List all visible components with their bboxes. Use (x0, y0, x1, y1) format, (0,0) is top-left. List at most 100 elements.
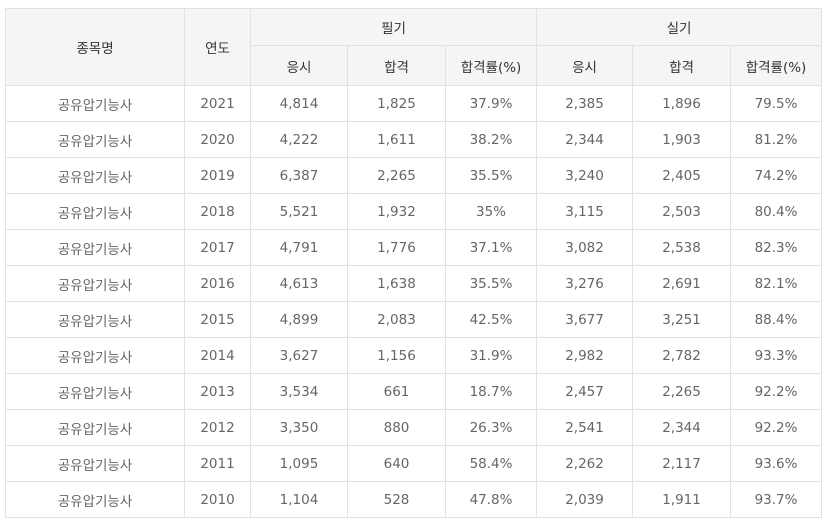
cell-written-passed: 2,265 (347, 157, 446, 194)
cell-practical-applicants: 3,677 (536, 301, 634, 338)
table-row: 공유압기능사 2021 4,814 1,825 37.9% 2,385 1,896 79.5% (5, 85, 823, 122)
header-written-applicants: 응시 (250, 45, 348, 86)
table-row: 공유압기능사 2015 4,899 2,083 42.5% 3,677 3,251 88.4% (5, 301, 823, 338)
cell-practical-passed: 2,503 (632, 193, 732, 230)
cell-practical-pass-rate: 80.4% (730, 193, 823, 230)
cell-practical-applicants: 2,262 (536, 445, 634, 482)
cell-written-passed: 1,776 (347, 229, 446, 266)
cell-practical-pass-rate: 92.2% (730, 373, 823, 410)
cell-practical-passed: 1,911 (632, 481, 732, 518)
header-written-exam: 필기 (249, 8, 538, 46)
cell-item-name: 공유압기능사 (5, 157, 185, 194)
cell-written-passed: 2,083 (347, 301, 446, 338)
cell-written-applicants: 3,627 (250, 337, 348, 374)
cell-written-applicants: 4,613 (250, 265, 348, 302)
cell-item-name: 공유압기능사 (5, 409, 185, 446)
cell-year: 2013 (184, 373, 251, 410)
cell-practical-pass-rate: 82.1% (730, 265, 823, 302)
cell-item-name: 공유압기능사 (5, 373, 185, 410)
cell-year: 2021 (184, 85, 251, 122)
cell-written-applicants: 4,814 (250, 85, 348, 122)
cell-written-passed: 1,825 (347, 85, 446, 122)
cell-year: 2018 (184, 193, 251, 230)
header-practical-exam: 실기 (536, 8, 823, 46)
cell-item-name: 공유압기능사 (5, 229, 185, 266)
cell-practical-applicants: 2,039 (536, 481, 634, 518)
cell-item-name: 공유압기능사 (5, 301, 185, 338)
header-practical-pass-rate: 합격률(%) (730, 45, 823, 86)
cell-written-pass-rate: 37.1% (444, 229, 538, 266)
cell-written-pass-rate: 58.4% (444, 445, 538, 482)
header-written-pass-rate: 합격률(%) (444, 45, 538, 86)
cell-written-pass-rate: 38.2% (444, 121, 538, 158)
cell-item-name: 공유압기능사 (5, 481, 185, 518)
cell-practical-pass-rate: 82.3% (730, 229, 823, 266)
table-row: 공유압기능사 2010 1,104 528 47.8% 2,039 1,911 93.7% (5, 481, 823, 518)
cell-written-pass-rate: 31.9% (444, 337, 538, 374)
cell-practical-applicants: 3,115 (536, 193, 634, 230)
cell-item-name: 공유압기능사 (5, 85, 185, 122)
cell-year: 2012 (184, 409, 251, 446)
cell-written-pass-rate: 18.7% (444, 373, 538, 410)
cell-item-name: 공유압기능사 (5, 193, 185, 230)
cell-practical-passed: 2,691 (632, 265, 732, 302)
cell-year: 2019 (184, 157, 251, 194)
statistics-table-container: 종목명 연도 필기 실기 응시 합격 합격률(%) 응시 합격 합격률(%) 공… (5, 8, 823, 518)
table-body: 공유압기능사 2021 4,814 1,825 37.9% 2,385 1,896 79.5%… (5, 85, 823, 518)
cell-year: 2020 (184, 121, 251, 158)
cell-item-name: 공유압기능사 (5, 445, 185, 482)
cell-practical-passed: 3,251 (632, 301, 732, 338)
header-practical-passed: 합격 (632, 45, 732, 86)
cell-practical-passed: 2,344 (632, 409, 732, 446)
cell-practical-applicants: 2,541 (536, 409, 634, 446)
cell-practical-passed: 2,405 (632, 157, 732, 194)
cell-practical-applicants: 3,082 (536, 229, 634, 266)
cell-practical-applicants: 3,240 (536, 157, 634, 194)
cell-practical-passed: 2,117 (632, 445, 732, 482)
cell-written-applicants: 4,791 (250, 229, 348, 266)
header-year: 연도 (184, 8, 251, 86)
cell-year: 2016 (184, 265, 251, 302)
cell-practical-passed: 2,538 (632, 229, 732, 266)
cell-written-applicants: 3,350 (250, 409, 348, 446)
cell-item-name: 공유압기능사 (5, 265, 185, 302)
table-row: 공유압기능사 2016 4,613 1,638 35.5% 3,276 2,691 82.1% (5, 265, 823, 302)
cell-practical-pass-rate: 93.7% (730, 481, 823, 518)
cell-item-name: 공유압기능사 (5, 337, 185, 374)
cell-practical-passed: 1,896 (632, 85, 732, 122)
table-row: 공유압기능사 2011 1,095 640 58.4% 2,262 2,117 93.6% (5, 445, 823, 482)
table-row: 공유압기능사 2018 5,521 1,932 35% 3,115 2,503 80.4% (5, 193, 823, 230)
cell-practical-pass-rate: 93.6% (730, 445, 823, 482)
cell-practical-passed: 2,782 (632, 337, 732, 374)
cell-written-passed: 528 (347, 481, 446, 518)
cell-written-pass-rate: 35.5% (444, 265, 538, 302)
cell-written-applicants: 4,899 (250, 301, 348, 338)
cell-written-passed: 1,156 (347, 337, 446, 374)
cell-practical-pass-rate: 88.4% (730, 301, 823, 338)
table-row: 공유압기능사 2019 6,387 2,265 35.5% 3,240 2,405 74.2% (5, 157, 823, 194)
cell-written-applicants: 1,104 (250, 481, 348, 518)
table-row: 공유압기능사 2017 4,791 1,776 37.1% 3,082 2,538 82.3% (5, 229, 823, 266)
cell-year: 2015 (184, 301, 251, 338)
cell-written-passed: 1,932 (347, 193, 446, 230)
cell-written-pass-rate: 35.5% (444, 157, 538, 194)
cell-practical-pass-rate: 93.3% (730, 337, 823, 374)
cell-written-applicants: 3,534 (250, 373, 348, 410)
cell-written-pass-rate: 26.3% (444, 409, 538, 446)
cell-practical-pass-rate: 92.2% (730, 409, 823, 446)
cell-year: 2010 (184, 481, 251, 518)
cell-written-pass-rate: 42.5% (444, 301, 538, 338)
cell-practical-applicants: 2,457 (536, 373, 634, 410)
cell-written-applicants: 4,222 (250, 121, 348, 158)
header-practical-applicants: 응시 (536, 45, 634, 86)
table-row: 공유압기능사 2014 3,627 1,156 31.9% 2,982 2,782 93.3% (5, 337, 823, 374)
cell-written-pass-rate: 37.9% (444, 85, 538, 122)
cell-practical-applicants: 3,276 (536, 265, 634, 302)
exam-statistics-table: 종목명 연도 필기 실기 응시 합격 합격률(%) 응시 합격 합격률(%) 공… (5, 8, 823, 518)
cell-practical-applicants: 2,982 (536, 337, 634, 374)
cell-practical-applicants: 2,385 (536, 85, 634, 122)
cell-written-passed: 661 (347, 373, 446, 410)
cell-written-passed: 640 (347, 445, 446, 482)
header-written-passed: 합격 (347, 45, 446, 86)
cell-practical-pass-rate: 79.5% (730, 85, 823, 122)
